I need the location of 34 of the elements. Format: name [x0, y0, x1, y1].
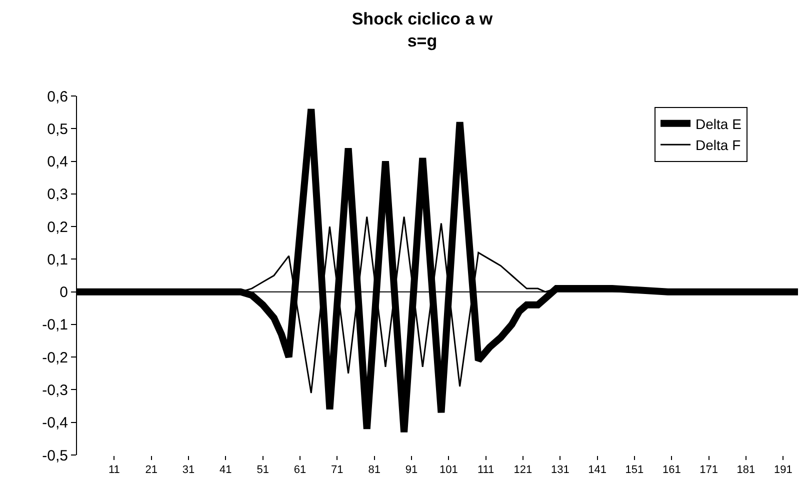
x-tick-label: 121	[514, 464, 532, 476]
x-tick-label: 151	[625, 464, 644, 476]
x-tick-label: 191	[774, 464, 792, 476]
y-tick-label: -0,3	[42, 382, 68, 399]
y-tick-label: 0,5	[47, 120, 68, 138]
legend-label: Delta F	[696, 137, 741, 154]
x-tick-label: 81	[368, 464, 380, 476]
x-tick-label: 51	[256, 464, 269, 476]
x-tick-label: 91	[405, 464, 418, 476]
x-tick-label: 21	[145, 464, 158, 476]
y-tick-label: 0,2	[47, 218, 68, 236]
chart-title: Shock ciclico a w s=g	[352, 10, 494, 51]
x-tick-label: 141	[588, 464, 606, 476]
y-tick-label: 0,3	[47, 186, 68, 204]
x-tick-label: 111	[477, 464, 494, 476]
legend-label: Delta E	[696, 116, 742, 132]
x-tick-label: 101	[439, 464, 458, 476]
y-tick-label: -0,4	[42, 414, 68, 432]
y-tick-label: 0,1	[47, 251, 68, 268]
x-tick-label: 31	[182, 464, 195, 476]
y-tick-label: -0,2	[42, 349, 68, 366]
y-tick-label: -0,5	[42, 447, 68, 464]
x-tick-label: 61	[294, 464, 306, 476]
x-tick-label: 41	[220, 464, 232, 476]
x-tick-label: 11	[108, 464, 120, 476]
x-tick-label: 181	[736, 464, 756, 476]
y-tick-label: 0,4	[47, 154, 68, 171]
x-tick-label: 161	[662, 464, 681, 476]
x-tick-label: 71	[331, 464, 344, 476]
x-tick-label: 131	[550, 464, 570, 476]
x-tick-label: 171	[700, 464, 718, 476]
y-tick-label: -0,1	[42, 316, 68, 334]
y-tick-label: 0	[60, 284, 68, 302]
y-tick-label: 0,6	[47, 88, 68, 106]
